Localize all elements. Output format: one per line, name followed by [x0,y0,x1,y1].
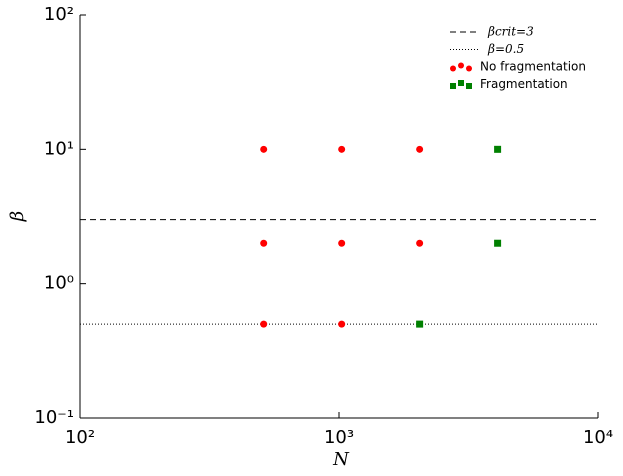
legend-label: β=0.5 [487,42,524,56]
y-tick-label: 10⁻¹ [34,407,74,428]
marker [494,239,502,247]
legend-label: No fragmentation [480,60,586,74]
legend-marker [466,65,472,72]
legend-marker [450,65,456,72]
marker [338,320,346,328]
marker [494,145,502,153]
legend-marker [458,62,464,69]
y-tick-label: 10¹ [44,138,74,159]
x-tick-label: 10³ [324,427,354,448]
marker [416,239,424,247]
legend-marker [466,83,472,89]
y-tick-label: 10⁰ [44,273,74,294]
x-axis-label: N [332,449,350,470]
legend-marker [458,80,464,86]
marker [260,320,268,328]
marker [338,145,346,153]
marker [260,145,268,153]
marker [416,320,424,328]
y-axis-label: β [7,211,28,222]
marker [260,239,268,247]
y-tick-label: 10² [44,4,74,25]
legend-label: βcrit=3 [487,25,534,39]
x-tick-label: 10⁴ [583,427,613,448]
x-tick-label: 10² [65,427,95,448]
marker [338,239,346,247]
legend-label: Fragmentation [480,77,568,91]
marker [416,145,424,153]
legend-marker [450,83,456,89]
